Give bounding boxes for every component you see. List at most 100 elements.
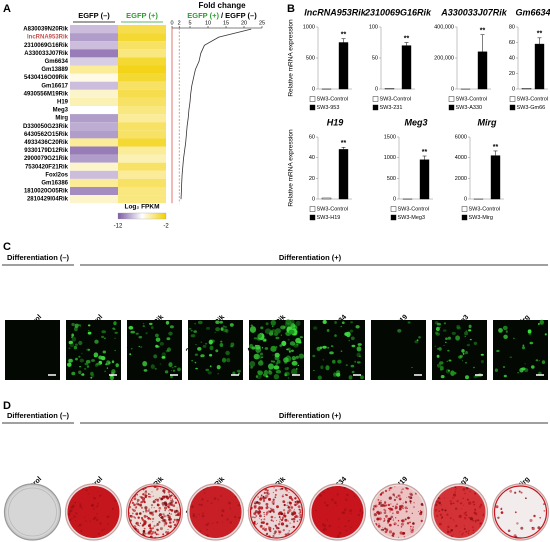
stain-spot	[401, 489, 403, 491]
heatmap-cell	[118, 195, 166, 204]
stain-spot	[278, 488, 280, 490]
chart-title: Meg3	[404, 117, 427, 127]
stain-spot	[278, 511, 281, 514]
cell-signal	[337, 359, 342, 364]
cell-signal	[448, 359, 452, 362]
stain-spot	[157, 503, 159, 505]
stain-spot	[264, 496, 267, 500]
stain-texture	[229, 521, 232, 524]
stain-texture	[195, 516, 197, 518]
cell-signal	[111, 369, 116, 375]
legend-label: SW3-Control	[469, 206, 500, 212]
cell-signal	[360, 375, 364, 380]
stain-texture	[315, 509, 317, 512]
legend-tick-label: -2	[163, 224, 169, 230]
stain-spot	[144, 491, 148, 494]
stain-spot	[156, 524, 158, 526]
stain-spot	[380, 500, 382, 501]
legend-label: SW3-Control	[380, 96, 411, 102]
stain-spot	[454, 491, 457, 493]
cell-signal	[255, 346, 262, 353]
stain-spot	[133, 503, 136, 507]
stain-spot	[162, 519, 166, 523]
stain-spot	[152, 500, 156, 504]
stain-spot	[149, 495, 152, 498]
stain-spot	[281, 487, 284, 490]
stain-spot	[147, 517, 150, 520]
heatmap-cell	[118, 81, 166, 90]
stain-spot	[263, 491, 266, 494]
legend-tick-label: -12	[114, 224, 123, 230]
stain-texture	[201, 498, 204, 501]
stain-spot	[131, 508, 133, 510]
stain-spot	[291, 518, 294, 521]
panel-label: C	[3, 241, 11, 253]
cell-signal	[78, 340, 83, 346]
y-tick-label: 400,000	[434, 24, 454, 30]
cell-signal	[456, 326, 461, 330]
stain-spot	[507, 529, 511, 533]
stain-spot	[518, 490, 521, 493]
stain-spot	[281, 516, 285, 519]
cell-signal	[153, 354, 158, 359]
panel-label: D	[3, 400, 11, 412]
cell-signal	[98, 355, 103, 360]
stain-spot	[453, 534, 454, 535]
y-tick-label: 0	[393, 196, 396, 202]
cell-signal	[319, 346, 323, 350]
image-background	[371, 320, 426, 380]
stain-spot	[533, 514, 536, 518]
cell-signal	[279, 344, 283, 347]
stain-spot	[438, 510, 441, 512]
cell-signal	[268, 370, 273, 375]
stain-spot	[284, 487, 287, 490]
stain-spot	[400, 526, 403, 528]
stain-spot	[153, 524, 156, 528]
stain-texture	[97, 491, 99, 493]
stain-spot	[284, 490, 286, 492]
cell-signal	[333, 372, 337, 376]
cell-signal	[320, 365, 324, 370]
cell-signal	[80, 373, 83, 376]
cell-signal	[541, 360, 546, 364]
cell-signal	[220, 327, 224, 331]
cell-signal	[351, 370, 355, 374]
y-tick-label: 1000	[303, 24, 315, 30]
stain-spot	[139, 512, 142, 515]
cell-signal	[215, 327, 221, 332]
stain-spot	[385, 514, 388, 518]
stain-texture	[212, 522, 214, 524]
cell-signal	[193, 330, 197, 333]
stain-spot	[137, 503, 140, 506]
stain-texture	[345, 498, 348, 501]
stain-spot	[395, 496, 398, 499]
stain-spot	[537, 526, 541, 530]
stain-spot	[134, 517, 136, 519]
cell-signal	[155, 337, 161, 342]
stain-spot	[404, 506, 408, 510]
cell-signal	[159, 342, 164, 346]
stain-texture	[187, 524, 188, 525]
stain-spot	[165, 530, 168, 533]
stain-spot	[154, 531, 157, 534]
stain-texture	[328, 524, 332, 528]
stain-spot	[169, 525, 172, 528]
stain-texture	[226, 518, 229, 521]
error-bar	[422, 155, 427, 160]
heatmap-cell	[118, 49, 166, 58]
stain-spot	[285, 489, 288, 492]
stain-spot	[169, 499, 172, 501]
cell-signal	[165, 320, 170, 325]
cell-signal	[295, 355, 299, 359]
stain-spot	[287, 506, 291, 509]
cell-signal	[544, 333, 547, 336]
heatmap-cell	[118, 187, 166, 196]
cell-signal	[270, 360, 273, 363]
cell-signal	[159, 363, 162, 365]
stain-spot	[154, 510, 158, 513]
stain-spot	[383, 518, 386, 520]
cell-signal	[316, 346, 321, 351]
stain-spot	[270, 519, 273, 522]
cell-signal	[249, 326, 257, 333]
stain-spot	[410, 525, 412, 528]
